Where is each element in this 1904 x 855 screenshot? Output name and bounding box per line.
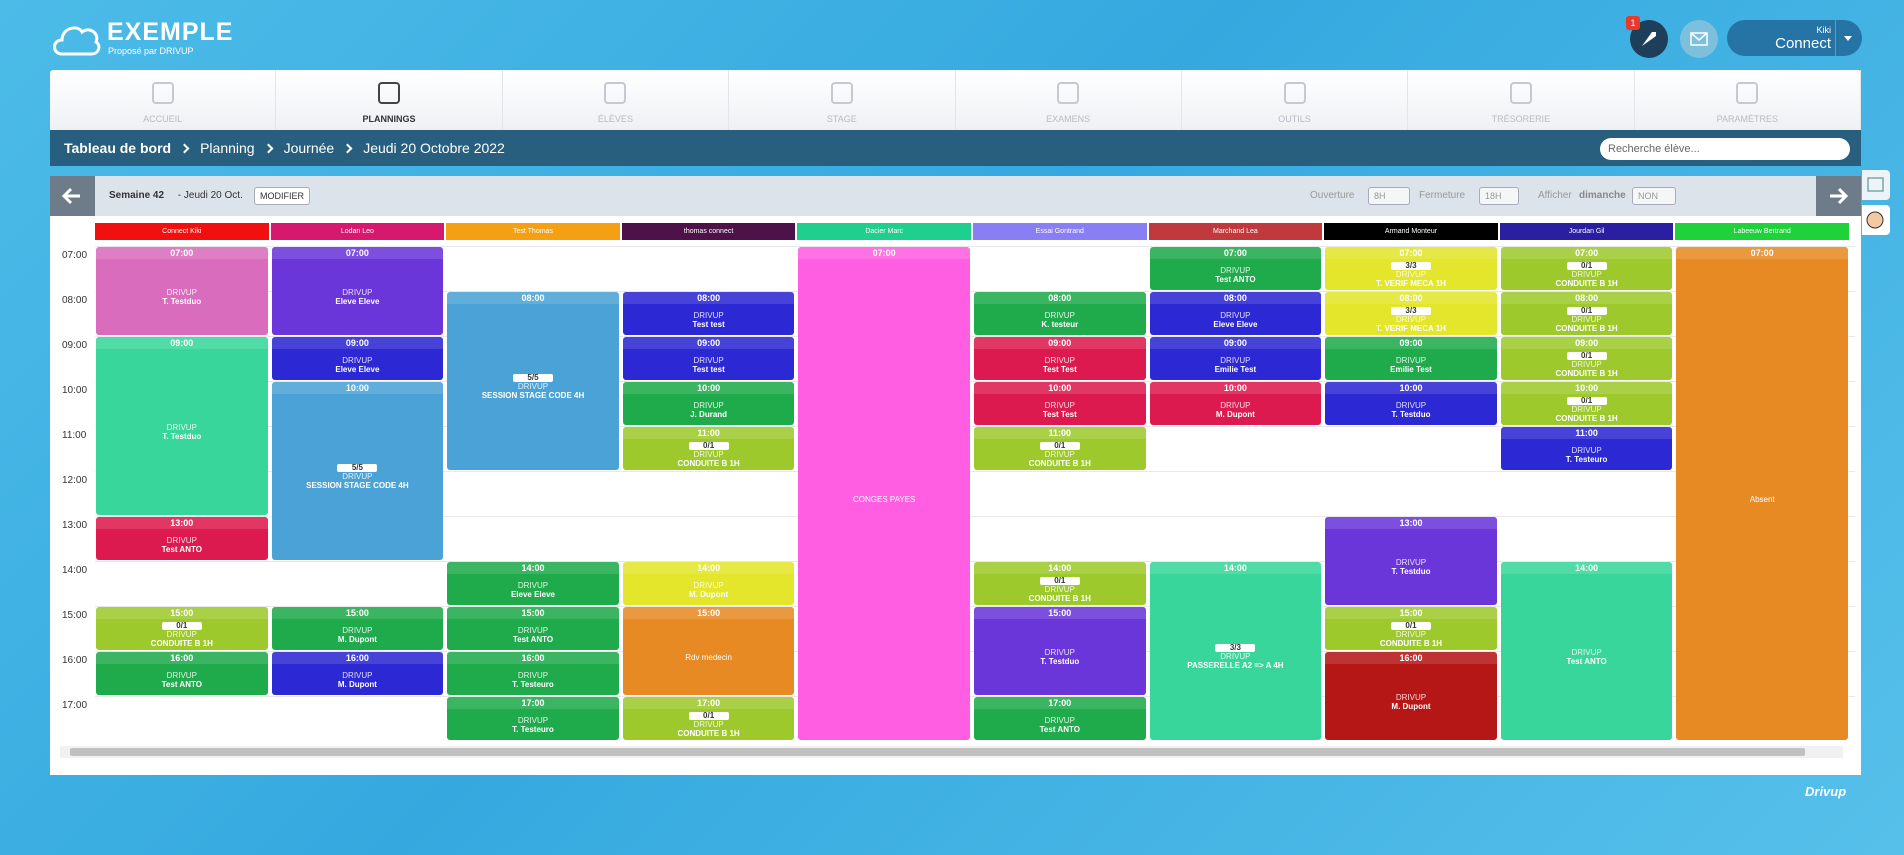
breadcrumb-item[interactable]: Journée [283,140,335,156]
tagline: Proposé par DRIVUP [108,46,194,56]
search-input[interactable]: Recherche élève... [1600,138,1850,160]
planning-panel [50,176,1861,775]
scrollbar[interactable] [60,746,1843,758]
nav-item[interactable]: EXAMENS [956,70,1182,130]
user-connect: Connect [1775,35,1831,52]
brand: EXEMPLE [107,18,234,46]
nav-item[interactable]: TRÉSORERIE [1408,70,1635,130]
breadcrumb: Tableau de bord Planning Journée Jeudi 20 O… [50,130,1861,166]
nav-item[interactable]: STAGE [729,70,956,130]
week-label: Semaine 42 [109,190,165,201]
opening-select[interactable]: 8H [1368,187,1410,205]
nav-item[interactable]: PARAMÈTRES [1635,70,1861,130]
main-nav: ACCUEIL PLANNINGS ÉLÈVES STAGE EXAMENS OUTILS… [50,70,1861,130]
breadcrumb-item[interactable]: Tableau de bord [64,140,172,156]
nav-item[interactable]: ACCUEIL [50,70,277,130]
toolbar [50,176,1861,216]
nav-item[interactable]: ÉLÈVES [503,70,730,130]
footer-brand: Drivup [1805,784,1847,799]
breadcrumb-item[interactable]: Planning [200,140,255,156]
modify-button[interactable]: MODIFIER [254,187,310,205]
breadcrumb-item[interactable]: Jeudi 20 Octobre 2022 [363,140,505,156]
logo-icon [53,26,101,56]
mail-button[interactable] [1680,20,1718,58]
side-calendar-tab[interactable] [1862,170,1890,200]
prev-button[interactable] [50,176,95,216]
sunday-label: Afficher [1538,190,1572,201]
next-button[interactable] [1816,176,1861,216]
nav-item[interactable]: PLANNINGS [276,70,503,130]
sunday-word: dimanche [1579,190,1626,201]
closing-label: Fermeture [1419,190,1466,201]
opening-label: Ouverture [1310,190,1355,201]
side-user-tab[interactable] [1862,205,1890,235]
nav-item[interactable]: OUTILS [1182,70,1409,130]
notification-badge: 1 [1626,16,1640,30]
user-button[interactable]: Kiki Connect [1727,20,1862,56]
user-name: Kiki [1816,25,1831,35]
closing-select[interactable]: 18H [1479,187,1519,205]
date-label: - Jeudi 20 Oct. [175,190,243,201]
sunday-select[interactable]: NON [1632,187,1676,205]
